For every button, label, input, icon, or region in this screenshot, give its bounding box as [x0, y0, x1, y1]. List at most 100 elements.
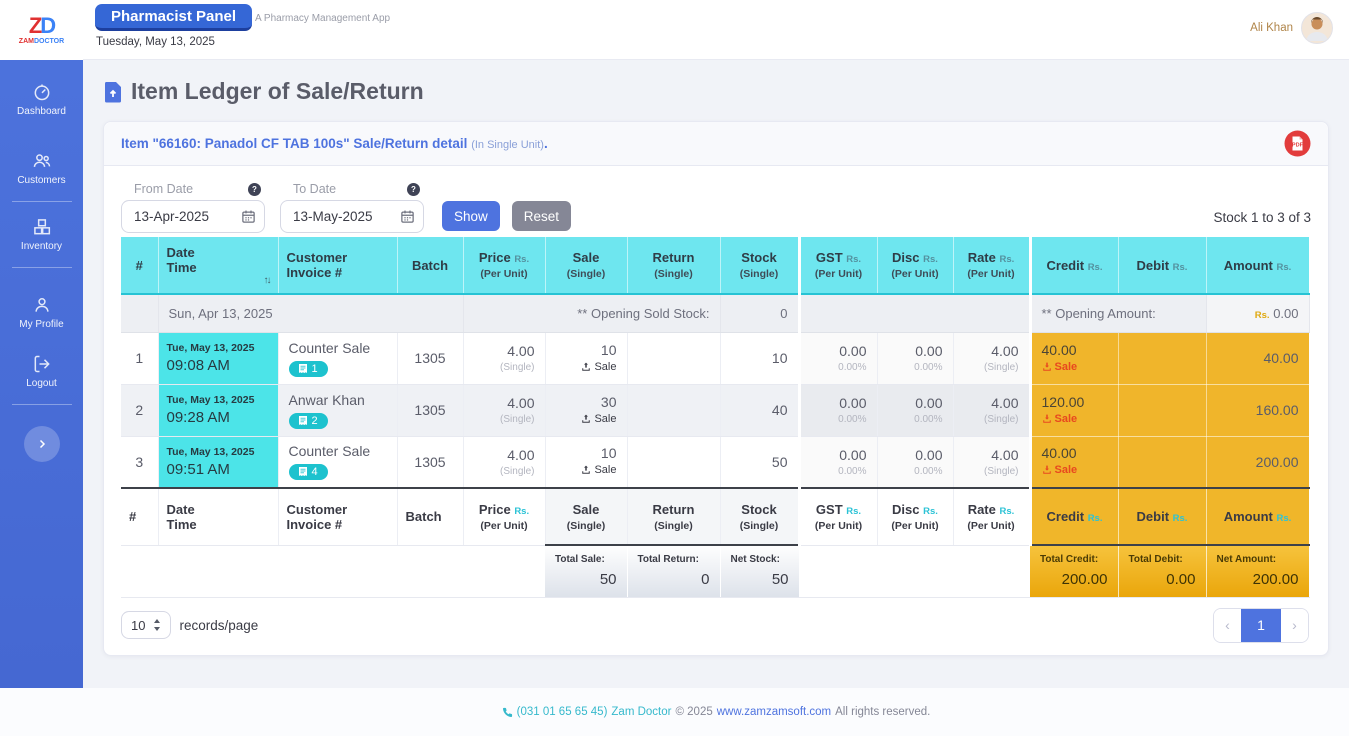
sidebar-item-customers[interactable]: Customers — [0, 145, 83, 192]
row-debit — [1118, 332, 1207, 385]
row-rate: 4.00 (Single) — [953, 436, 1031, 489]
col-sale: Sale (Single) — [545, 487, 628, 546]
pager: ‹ 1 › — [1213, 607, 1309, 643]
help-icon[interactable]: ? — [407, 182, 420, 196]
col-credit: Credit Rs. — [1028, 237, 1119, 295]
table-header-row: # Date Time ↑↓ Customer Invoice # Batch … — [121, 237, 1310, 295]
row-sale: 30 Sale — [545, 384, 628, 437]
avatar-image — [1306, 17, 1328, 41]
opening-amount-value: Rs. 0.00 — [1206, 294, 1310, 333]
totals-row: Total Sale: 50 Total Return: 0 Net Stock: 5… — [121, 544, 1310, 598]
page-1-button[interactable]: 1 — [1241, 608, 1281, 642]
row-number: 2 — [121, 384, 159, 437]
row-customer-cell: Counter Sale 4 — [278, 436, 398, 489]
invoice-badge[interactable]: 1 — [288, 360, 328, 377]
col-date-time[interactable]: Date Time ↑↓ — [158, 237, 279, 295]
pagination-row: 10 records/page ‹ 1 › — [121, 607, 1309, 643]
download-icon — [1042, 362, 1051, 371]
row-gst: 0.00 0.00% — [797, 436, 878, 489]
col-customer-invoice: Customer Invoice # — [278, 487, 398, 546]
row-date-cell: Tue, May 13, 2025 09:08 AM — [158, 332, 279, 385]
next-page-button[interactable]: › — [1281, 608, 1308, 642]
footer-rights: All rights reserved. — [835, 706, 931, 718]
row-debit — [1118, 384, 1207, 437]
prev-page-button[interactable]: ‹ — [1214, 608, 1241, 642]
row-number: 3 — [121, 436, 159, 489]
row-amount: 160.00 — [1206, 384, 1310, 437]
col-return: Return (Single) — [627, 237, 721, 295]
filter-row: From Date ? To Date ? — [121, 182, 1311, 233]
customers-icon — [33, 154, 50, 167]
row-disc: 0.00 0.00% — [877, 384, 954, 437]
col-disc: Disc Rs. (Per Unit) — [877, 237, 954, 295]
col-customer-invoice: Customer Invoice # — [278, 237, 398, 295]
footer-brand: Zam Doctor — [611, 706, 672, 718]
row-disc: 0.00 0.00% — [877, 436, 954, 489]
calendar-icon[interactable] — [400, 209, 415, 224]
col-debit: Debit Rs. — [1118, 487, 1207, 546]
page-footer: (031 01 65 65 45) Zam Doctor © 2025 www.… — [0, 688, 1349, 736]
opening-row: Sun, Apr 13, 2025 ** Opening Sold Stock:… — [121, 294, 1310, 333]
sidebar-collapse-button[interactable] — [23, 426, 60, 462]
row-credit: 120.00 Sale — [1028, 384, 1119, 437]
sidebar-item-my-profile[interactable]: My Profile — [0, 289, 83, 336]
row-sale: 10 Sale — [545, 436, 628, 489]
invoice-icon — [298, 415, 307, 425]
opening-sold-stock-value: 0 — [720, 294, 800, 333]
user-menu[interactable]: Ali Khan — [1250, 12, 1333, 44]
sort-icon[interactable]: ↑↓ — [263, 274, 272, 286]
pdf-export-icon[interactable]: PDF — [1284, 130, 1311, 157]
invoice-badge[interactable]: 2 — [288, 412, 328, 429]
chevron-right-icon — [39, 439, 45, 449]
row-credit: 40.00 Sale — [1028, 332, 1119, 385]
sidebar-item-label: Dashboard — [17, 106, 66, 117]
invoice-badge[interactable]: 4 — [288, 464, 328, 481]
sidebar-item-dashboard[interactable]: Dashboard — [0, 76, 83, 123]
show-button[interactable]: Show — [442, 201, 500, 231]
col-sale: Sale (Single) — [545, 237, 628, 295]
from-date-input[interactable] — [121, 200, 265, 233]
total-sale-cell: Total Sale: 50 — [545, 544, 628, 598]
row-date-cell: Tue, May 13, 2025 09:28 AM — [158, 384, 279, 437]
footer-site-link[interactable]: www.zamzamsoft.com — [716, 706, 832, 718]
opening-amount-label: ** Opening Amount: — [1028, 294, 1207, 333]
col-rate: Rate Rs. (Per Unit) — [953, 237, 1031, 295]
help-icon[interactable]: ? — [248, 182, 261, 196]
col-stock: Stock (Single) — [720, 487, 800, 546]
svg-text:PDF: PDF — [1292, 143, 1304, 149]
col-num: # — [121, 237, 159, 295]
sidebar-item-inventory[interactable]: Inventory — [0, 211, 83, 258]
invoice-icon — [298, 363, 307, 373]
to-date-input[interactable] — [280, 200, 424, 233]
sidebar-divider — [11, 201, 72, 202]
row-batch: 1305 — [397, 436, 464, 489]
col-batch: Batch — [397, 487, 464, 546]
inventory-icon — [33, 219, 50, 235]
sale-tag: Sale — [581, 413, 617, 425]
export-file-icon — [104, 81, 121, 102]
row-stock: 40 — [720, 384, 800, 437]
row-sale: 10 Sale — [545, 332, 628, 385]
row-return — [627, 332, 721, 385]
col-gst: GST Rs. (Per Unit) — [797, 487, 878, 546]
app-logo[interactable]: ZD ZAMDOCTOR — [0, 0, 83, 60]
avatar[interactable] — [1301, 12, 1333, 44]
select-arrows-icon — [154, 619, 161, 631]
row-gst: 0.00 0.00% — [797, 332, 878, 385]
row-amount: 40.00 — [1206, 332, 1310, 385]
records-per-page-select[interactable]: 10 — [121, 611, 172, 639]
footer-phone[interactable]: (031 01 65 65 45) — [516, 706, 608, 718]
calendar-icon[interactable] — [241, 209, 256, 224]
row-date-cell: Tue, May 13, 2025 09:51 AM — [158, 436, 279, 489]
page-title: Item Ledger of Sale/Return — [131, 78, 424, 104]
col-date-time: Date Time — [158, 487, 279, 546]
credit-sale-tag: Sale — [1042, 413, 1077, 425]
user-name: Ali Khan — [1250, 22, 1293, 34]
row-customer-cell: Anwar Khan 2 — [278, 384, 398, 437]
pharmacist-panel-button[interactable]: Pharmacist Panel — [95, 4, 253, 31]
row-rate: 4.00 (Single) — [953, 384, 1031, 437]
sidebar-item-logout[interactable]: Logout — [0, 348, 83, 395]
credit-sale-tag: Sale — [1042, 361, 1077, 373]
reset-button[interactable]: Reset — [511, 201, 572, 231]
logo-wordmark: ZAMDOCTOR — [18, 38, 65, 45]
